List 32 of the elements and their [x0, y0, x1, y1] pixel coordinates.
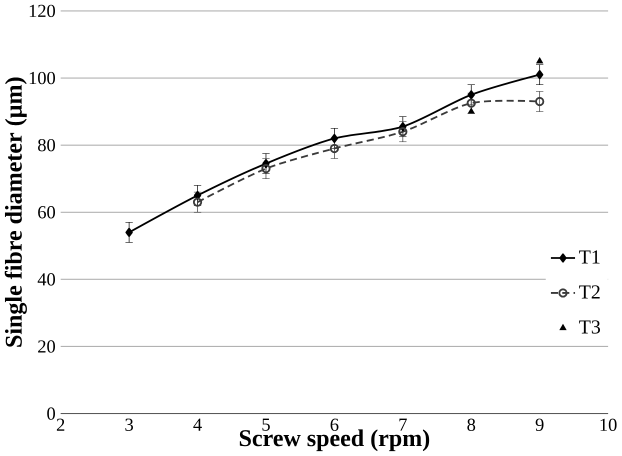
x-tick-label: 8	[467, 418, 476, 432]
point	[330, 144, 339, 154]
point	[468, 90, 475, 100]
point	[330, 134, 338, 144]
legend-label: T3	[579, 320, 600, 334]
x-tick-label: 5	[262, 418, 270, 431]
y-tick-label: 20	[38, 340, 55, 353]
y-tick-label: 120	[30, 4, 55, 18]
x-tick-label: 3	[125, 418, 133, 431]
x-axis-title: Screw speed (rpm)	[240, 429, 430, 452]
point	[194, 190, 202, 200]
y-tick-label: 40	[38, 273, 55, 286]
y-tick-label: 80	[38, 139, 55, 152]
point	[192, 198, 202, 207]
y-axis-title: Single fibre diameter (µm)	[4, 78, 27, 347]
x-tick-label: 6	[330, 418, 338, 431]
point	[466, 98, 476, 108]
x-tick-label: 4	[193, 418, 202, 431]
x-tick-label: 7	[399, 418, 407, 431]
legend-label: T1	[579, 250, 600, 264]
y-tick-label: 100	[30, 72, 55, 84]
y-tick-label: 60	[38, 206, 55, 219]
point	[536, 57, 544, 64]
x-tick-label: 2	[56, 418, 64, 431]
point	[535, 96, 544, 106]
point	[125, 228, 133, 238]
point	[536, 70, 544, 80]
x-tick-label: 9	[536, 418, 544, 431]
y-tick-label: 0	[47, 407, 55, 420]
x-tick-label: 10	[600, 418, 617, 432]
point	[468, 108, 475, 114]
legend-label: T2	[579, 285, 600, 299]
